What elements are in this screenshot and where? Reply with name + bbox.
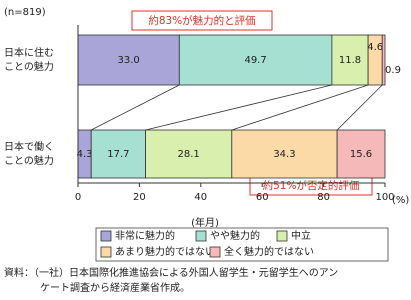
legend-swatch (100, 246, 112, 258)
value-label: 0.9 (385, 65, 401, 76)
value-label: 34.3 (273, 149, 295, 160)
connector-line (91, 84, 180, 131)
bar-segment (90, 129, 146, 179)
legend-label: 全く魅力的ではない (224, 245, 314, 258)
y-tick-label: 日本で働く (4, 140, 54, 153)
connector-line (336, 84, 383, 131)
connector-line (145, 84, 332, 131)
bar-segment (381, 34, 386, 86)
legend-swatch (209, 246, 221, 258)
x-tick-label: 0 (75, 192, 81, 203)
value-label: 11.8 (339, 55, 361, 66)
annotation-box (131, 10, 273, 31)
x-tick-label: 100 (375, 192, 394, 203)
annotation: 約83%が魅力的と評価 (148, 14, 255, 27)
source: 資料：（一社）日本国際化推進協会による外国人留学生・元留学生へのアン (4, 266, 338, 279)
value-label: 28.1 (178, 149, 200, 160)
x-tick-label: 20 (133, 192, 146, 203)
value-label: 4.3 (77, 149, 93, 160)
value-label: 49.7 (244, 55, 266, 66)
x-tick-label: 80 (317, 192, 330, 203)
legend-box (95, 227, 389, 262)
y-tick-label: 日本に住む (4, 46, 54, 59)
y-tick-label: ことの魅力 (4, 154, 54, 167)
legend-swatch (195, 230, 207, 242)
legend-label: 中立 (291, 229, 311, 242)
source: ケート調査から経済産業省作成。 (40, 281, 190, 294)
y-tick-label: ことの魅力 (4, 60, 54, 73)
bar-segment (336, 129, 386, 179)
x-tick-label: 40 (194, 192, 207, 203)
x-tick-label: 60 (256, 192, 269, 203)
annotation: 約51%が否定的評価 (263, 179, 360, 192)
value-label: 15.6 (350, 149, 372, 160)
bar-segment (145, 129, 233, 179)
x-label: (年月) (191, 216, 219, 229)
legend-swatch (276, 230, 288, 242)
legend-label: あまり魅力的ではない (115, 245, 215, 258)
value-label: 17.7 (107, 149, 129, 160)
sample-size: (n=819) (4, 7, 46, 18)
legend-swatch (100, 230, 112, 242)
connector-line (231, 84, 369, 131)
legend-label: やや魅力的 (210, 229, 260, 242)
legend-label: 非常に魅力的 (115, 229, 175, 242)
bar-segment (231, 129, 338, 179)
value-label: 33.0 (118, 55, 140, 66)
bar-segment (331, 34, 369, 86)
value-label: 4.6 (367, 42, 383, 53)
x-unit: (%) (392, 195, 409, 206)
